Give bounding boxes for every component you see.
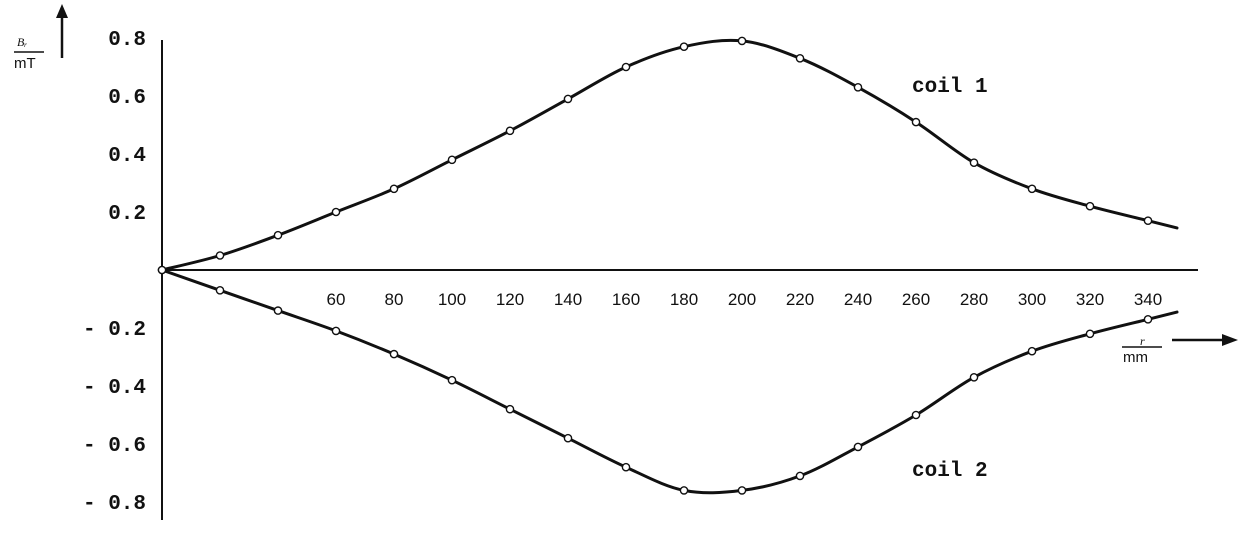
data-point xyxy=(447,375,457,385)
data-point xyxy=(331,326,341,336)
x-tick-labels: 60 80 100 120 140 160 180 200 220 240 260 280 300 320… xyxy=(327,290,1163,309)
x-tick-label: 180 xyxy=(670,290,698,309)
x-tick-label: 240 xyxy=(844,290,872,309)
data-point xyxy=(1027,346,1037,356)
data-point xyxy=(157,265,167,275)
y-tick-label: 0.2 xyxy=(108,203,146,226)
y-tick-label: 0.6 xyxy=(108,87,146,110)
series-label-coil-2: coil 2 xyxy=(912,460,988,483)
y-tick-label: - 0.2 xyxy=(83,319,146,342)
series-points xyxy=(157,36,1153,495)
y-axis-unit: mT xyxy=(14,55,36,72)
x-axis-unit: mm xyxy=(1123,349,1148,366)
data-point xyxy=(795,54,805,63)
x-tick-label: 160 xyxy=(612,290,640,309)
y-axis-label: Bᵣ mT xyxy=(14,35,44,72)
y-tick-labels: 0.8 0.6 0.4 0.2 - 0.2 - 0.4 - 0.6 - 0.8 xyxy=(83,29,146,516)
x-tick-label: 300 xyxy=(1018,290,1046,309)
y-tick-label: - 0.6 xyxy=(83,435,146,458)
x-tick-label: 320 xyxy=(1076,290,1104,309)
data-point xyxy=(505,126,515,136)
data-point xyxy=(969,158,979,167)
y-tick-label: 0.4 xyxy=(108,145,146,168)
data-point xyxy=(1143,216,1153,225)
data-point xyxy=(737,36,747,46)
data-point xyxy=(505,404,515,414)
x-tick-label: 120 xyxy=(496,290,524,309)
x-tick-label: 200 xyxy=(728,290,756,309)
data-point xyxy=(563,433,573,443)
x-tick-label: 280 xyxy=(960,290,988,309)
data-point xyxy=(273,230,283,240)
x-tick-label: 260 xyxy=(902,290,930,309)
data-point xyxy=(679,486,689,495)
series-label-coil-1: coil 1 xyxy=(912,76,988,99)
x-tick-label: 60 xyxy=(327,290,346,309)
data-point xyxy=(911,410,921,420)
x-axis-label: r mm xyxy=(1122,334,1162,366)
data-point xyxy=(621,462,631,472)
x-tick-label: 80 xyxy=(385,290,404,309)
data-point xyxy=(853,83,863,92)
data-point xyxy=(273,306,283,315)
data-point xyxy=(1027,184,1037,194)
data-point xyxy=(1085,329,1095,339)
data-point xyxy=(1143,314,1153,324)
y-tick-label: - 0.4 xyxy=(83,377,146,400)
x-tick-label: 340 xyxy=(1134,290,1162,309)
data-point xyxy=(331,207,341,217)
y-tick-label: 0.8 xyxy=(108,29,146,52)
series-line-1 xyxy=(160,38,1179,272)
data-point xyxy=(853,442,863,452)
data-point xyxy=(389,184,399,194)
data-point xyxy=(737,486,747,495)
data-point xyxy=(795,471,805,481)
data-point xyxy=(969,372,979,382)
data-point xyxy=(1085,201,1095,211)
data-point xyxy=(447,155,457,165)
x-tick-label: 220 xyxy=(786,290,814,309)
data-point xyxy=(621,62,631,72)
series-lines xyxy=(160,38,1179,495)
x-tick-label: 140 xyxy=(554,290,582,309)
y-tick-label: - 0.8 xyxy=(83,493,146,516)
data-point xyxy=(215,251,225,260)
data-point xyxy=(389,349,399,359)
x-axis-arrow-icon xyxy=(1172,334,1238,346)
x-tick-label: 100 xyxy=(438,290,466,309)
data-point xyxy=(911,117,921,127)
y-axis-symbol: Bᵣ xyxy=(17,35,27,49)
data-point xyxy=(679,42,689,52)
x-axis-symbol: r xyxy=(1140,334,1145,348)
data-point xyxy=(215,285,225,295)
y-axis-arrow-icon xyxy=(56,4,68,58)
data-point xyxy=(563,94,573,104)
